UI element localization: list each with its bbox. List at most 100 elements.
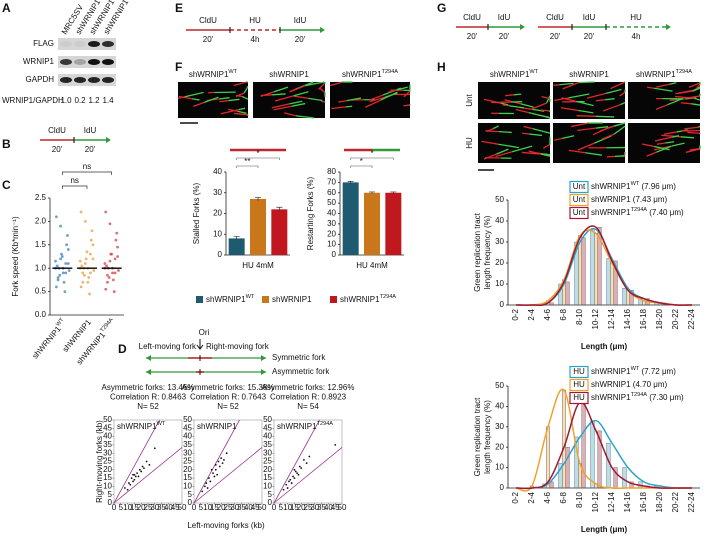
- fiber-red: [619, 91, 626, 97]
- y-tick-label: 50: [263, 415, 272, 424]
- dot: [66, 262, 70, 265]
- x-tick-label: 8-10: [575, 308, 584, 325]
- x-tick-label: 0: [112, 503, 117, 512]
- image-label-base: shWRNIP1: [269, 70, 309, 79]
- x-tick-label: 45: [171, 503, 180, 512]
- y-tick-label: 30: [327, 219, 336, 228]
- y-tick-label: 45: [103, 423, 112, 432]
- plot-header: Asymmetric forks: 13.46%: [102, 383, 195, 392]
- bar: [622, 288, 627, 306]
- x-tick-label: 30: [150, 503, 159, 512]
- legend-label: shWRNIP1 (7.43 μm): [591, 195, 668, 204]
- y-tick-label: 30: [495, 237, 504, 246]
- point: [145, 460, 148, 463]
- y-tick-label: 20: [103, 465, 112, 474]
- legend-label-base: shWRNIP1: [591, 380, 631, 389]
- blot-band: [60, 41, 72, 47]
- scheme-label: IdU: [498, 13, 511, 22]
- y-tick-label: 0: [268, 498, 273, 507]
- legend-tag-box: [569, 206, 589, 220]
- fiber-green: [513, 93, 522, 96]
- threshold-line: [113, 447, 183, 504]
- point: [214, 463, 217, 466]
- lane-label-sup: WT: [108, 0, 118, 1]
- dot: [106, 273, 109, 277]
- point: [137, 475, 140, 478]
- blot-band: [60, 77, 72, 83]
- y-tick-label: 35: [263, 440, 272, 449]
- legend-swatch: [262, 296, 269, 303]
- significance-bracket: [350, 165, 373, 168]
- x-tick-label: 8-10: [575, 491, 584, 508]
- panel-letter: H: [437, 60, 446, 74]
- scheme-label: HU: [630, 13, 642, 22]
- fiber-red: [293, 95, 309, 100]
- fiber-red: [273, 105, 292, 111]
- dot: [62, 280, 66, 284]
- ratio-value: 1.0: [60, 96, 72, 105]
- blot-band: [102, 77, 114, 83]
- bar: [565, 447, 570, 489]
- x-tick-label-sup: T294A: [100, 317, 115, 334]
- error-bar: [255, 196, 261, 201]
- point: [223, 458, 225, 461]
- dot: [56, 278, 60, 282]
- point: [134, 475, 137, 478]
- point: [213, 475, 216, 478]
- dot: [79, 210, 83, 214]
- fiber-green: [191, 98, 200, 101]
- fiber-red: [233, 81, 248, 86]
- x-tick-label: 14-16: [623, 308, 632, 329]
- fiber-red: [688, 82, 701, 88]
- y-tick-label: 45: [263, 423, 272, 432]
- x-tick-label: 25: [304, 503, 313, 512]
- scheme-label: IdU: [84, 126, 97, 135]
- fiber-green: [272, 93, 286, 96]
- dot: [116, 255, 120, 258]
- fit-curve: [515, 401, 692, 490]
- x-tick-label: 4-6: [543, 491, 552, 503]
- fiber-red: [236, 94, 243, 98]
- plot-frame: [193, 419, 263, 504]
- bar: [597, 227, 602, 306]
- y-tick-label: 10: [213, 229, 222, 238]
- point: [128, 482, 130, 484]
- scheme-time: 20': [203, 35, 214, 44]
- significance-label: *: [370, 149, 373, 158]
- image-column-label: shWRNIP1: [569, 70, 609, 79]
- y-tick-label: 20: [327, 229, 336, 238]
- x-axis-label: HU 4mM: [242, 261, 274, 270]
- dot: [103, 262, 107, 265]
- x-tick-label: 20: [217, 503, 226, 512]
- legend-label: shWRNIP1: [272, 295, 312, 304]
- dot: [59, 257, 63, 261]
- x-tick-label: 10: [123, 503, 132, 512]
- y-tick-label: 1.5: [35, 240, 47, 249]
- error-bar: [390, 191, 397, 194]
- y-tick-label: 20: [213, 209, 222, 218]
- fiber-red: [542, 143, 551, 149]
- fiber-red: [495, 151, 513, 158]
- point: [282, 488, 285, 491]
- point: [218, 465, 221, 468]
- y-tick-label: 80: [327, 167, 336, 176]
- legend-tag: HU: [573, 380, 585, 389]
- legend-swatch: [196, 296, 203, 303]
- dot: [104, 287, 108, 291]
- fiber-red: [369, 96, 386, 103]
- y-tick-label: 5: [188, 490, 193, 499]
- y-tick-label: 0: [500, 300, 505, 309]
- y-tick-label: 15: [103, 473, 112, 482]
- fit-curve: [515, 388, 692, 492]
- x-tick-label: 18-20: [655, 491, 664, 512]
- dot: [91, 243, 95, 247]
- fork-type-label: Symmetric fork: [272, 353, 326, 362]
- legend-label-sup: T294A: [631, 392, 648, 398]
- legend-tag-box: [569, 391, 589, 405]
- y-tick-label: 30: [263, 448, 272, 457]
- threshold-line: [193, 419, 240, 504]
- y-tick-label: 0.5: [35, 287, 47, 296]
- dot: [78, 259, 82, 263]
- bar: [271, 209, 288, 255]
- point: [217, 460, 220, 463]
